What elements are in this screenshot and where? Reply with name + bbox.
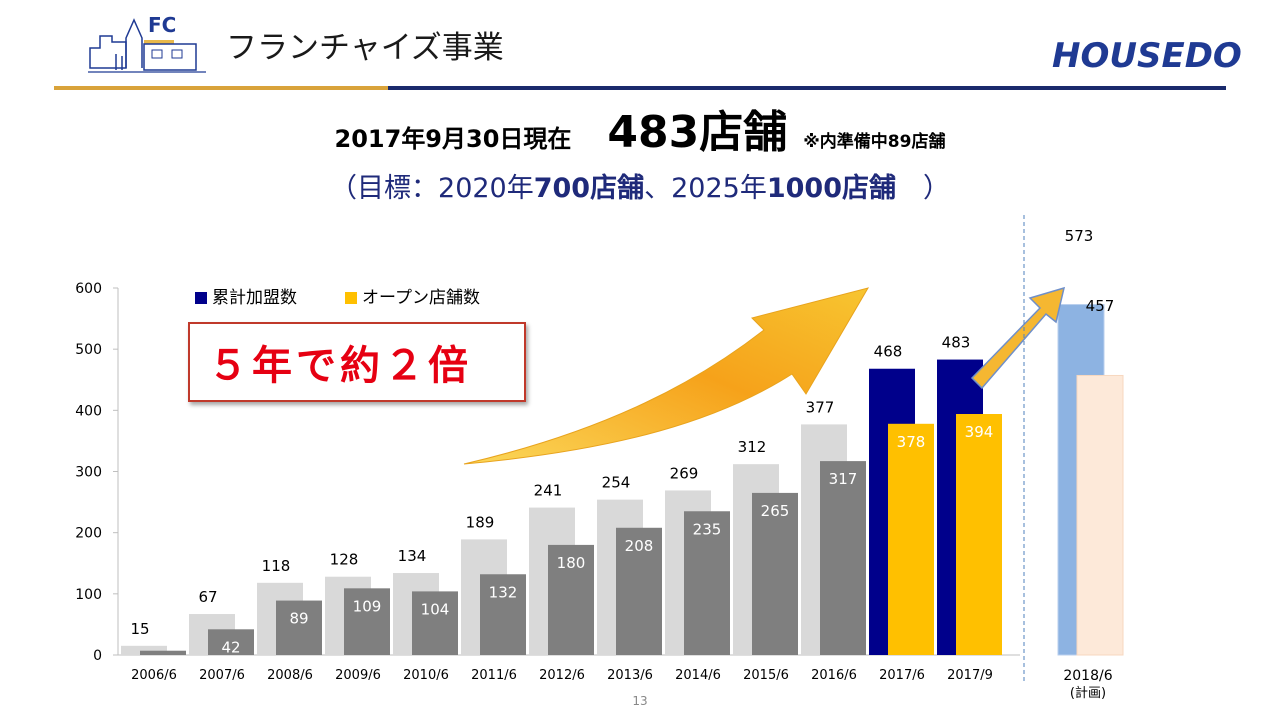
bar-open	[412, 591, 458, 655]
subline-open: （目標：2020年	[330, 173, 534, 204]
value-label-plan-cumulative: 573	[1065, 227, 1094, 245]
subline-target-2020: 700店舗	[533, 173, 645, 204]
value-label-cumulative: 377	[806, 398, 835, 416]
value-label-cumulative: 128	[330, 551, 359, 569]
x-tick-label: 2016/6	[811, 668, 857, 683]
headline-count: 483店舗	[607, 107, 788, 158]
x-tick-label: 2008/6	[267, 668, 313, 683]
value-label-open: 208	[625, 537, 654, 555]
value-label-cumulative: 254	[602, 474, 631, 492]
bar-open	[276, 600, 322, 655]
value-label-open: 265	[761, 502, 790, 520]
value-label-open: 109	[353, 597, 382, 615]
target-subline: （目標：2020年700店舗、2025年1000店舗 ）	[0, 166, 1280, 205]
value-label-open: 42	[221, 638, 240, 656]
value-label-open: 104	[421, 600, 450, 618]
x-tick-label: 2007/6	[199, 668, 245, 683]
x-tick-label-plan: 2018/6	[1063, 668, 1112, 684]
value-label-cumulative: 15	[130, 620, 149, 638]
subline-mid: 、2025年	[644, 173, 767, 204]
value-label-cumulative: 134	[398, 547, 427, 565]
value-label-cumulative: 67	[198, 588, 217, 606]
value-label-open: 317	[829, 470, 858, 488]
brand-logo-part2: DO	[1184, 36, 1242, 76]
value-label-open: 89	[289, 610, 308, 628]
brand-logo-part1: HOUSE	[1052, 36, 1185, 76]
x-tick-label: 2009/6	[335, 668, 381, 683]
value-label-open: 132	[489, 583, 518, 601]
bar-open	[888, 423, 934, 655]
value-label-cumulative: 241	[534, 482, 563, 500]
bar-open	[752, 492, 798, 655]
growth-arrow	[463, 287, 870, 465]
header-divider-gold	[54, 86, 388, 90]
callout-box: ５年で約２倍	[188, 322, 526, 402]
x-tick-label: 2017/6	[879, 668, 925, 683]
y-tick-label: 200	[75, 526, 102, 542]
x-tick-label: 2017/9	[947, 668, 993, 683]
bar-open	[208, 629, 254, 655]
page-number: 13	[632, 694, 648, 708]
bar-cumulative	[121, 645, 167, 655]
x-tick-label: 2011/6	[471, 668, 517, 683]
x-tick-label: 2014/6	[675, 668, 721, 683]
y-tick-label: 500	[75, 342, 102, 358]
value-label-cumulative: 189	[466, 513, 495, 531]
headline-note: ※内準備中89店舗	[803, 132, 946, 152]
x-tick-sublabel-plan: (計画)	[1070, 685, 1106, 701]
bar-open	[480, 574, 526, 655]
value-label-open: 378	[897, 433, 926, 451]
y-tick-label: 0	[93, 648, 102, 664]
fc-logo: FC	[88, 13, 206, 73]
value-label-cumulative: 269	[670, 464, 699, 482]
fc-logo-text: FC	[148, 13, 176, 37]
x-tick-label: 2012/6	[539, 668, 585, 683]
bar-plan-open	[1076, 374, 1124, 656]
headline-date: 2017年9月30日現在	[334, 125, 572, 153]
x-tick-label: 2010/6	[403, 668, 449, 683]
value-label-open: 394	[965, 423, 994, 441]
plan-arrow	[970, 286, 1066, 390]
value-label-plan-open: 457	[1086, 297, 1115, 315]
subline-close: ）	[895, 173, 950, 204]
legend-swatch-open	[345, 292, 357, 304]
bar-open	[820, 461, 866, 655]
house-do-logo: HOUSEDO	[1052, 36, 1242, 76]
value-label-cumulative: 118	[262, 557, 291, 575]
bar-open	[344, 588, 390, 655]
value-label-cumulative: 312	[738, 438, 767, 456]
value-label-cumulative: 468	[874, 343, 903, 361]
x-tick-label: 2015/6	[743, 668, 789, 683]
y-tick-label: 600	[75, 281, 102, 297]
bar-open	[616, 527, 662, 655]
x-tick-label: 2013/6	[607, 668, 653, 683]
bar-open	[140, 650, 186, 655]
page-title: フランチャイズ事業	[226, 30, 504, 66]
headline: 2017年9月30日現在 483店舗 ※内準備中89店舗	[0, 96, 1280, 160]
value-label-open: 180	[557, 554, 586, 572]
y-tick-label: 100	[75, 587, 102, 603]
legend-label-open: オープン店舗数	[362, 288, 480, 308]
y-tick-label: 300	[75, 465, 102, 481]
header-divider-navy	[388, 86, 1226, 90]
legend-swatch-cumulative	[195, 292, 207, 304]
value-label-open: 235	[693, 520, 722, 538]
callout-text: ５年で約２倍	[208, 343, 472, 389]
x-tick-label: 2006/6	[131, 668, 177, 683]
bar-open	[684, 511, 730, 655]
bar-open	[956, 414, 1002, 655]
legend-label-cumulative: 累計加盟数	[212, 288, 297, 308]
bar-open	[548, 544, 594, 655]
y-tick-label: 400	[75, 403, 102, 419]
value-label-cumulative: 483	[942, 334, 971, 352]
subline-target-2025: 1000店舗	[766, 173, 896, 204]
